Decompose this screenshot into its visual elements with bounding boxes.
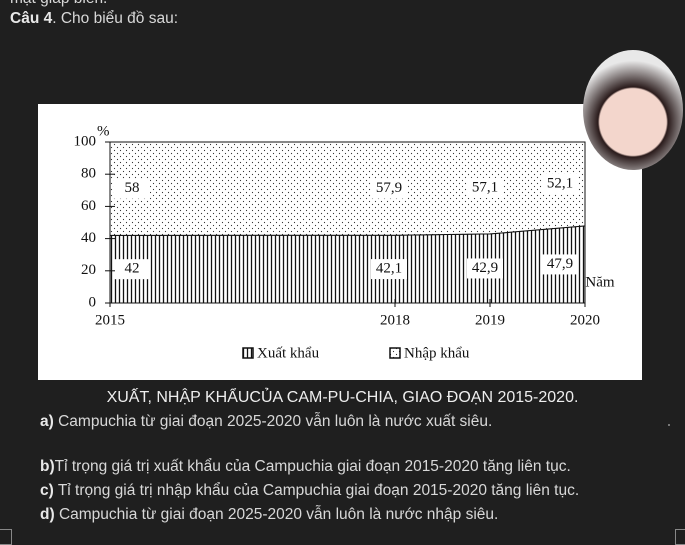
label-bg [371,259,407,280]
question-text: . Cho biểu đồ sau: [52,10,179,27]
y-tick-label: 80 [81,166,96,182]
option-letter: d) [40,506,55,523]
x-axis-label: Năm [585,274,614,290]
question: Câu 4. Cho biểu đồ sau: [10,10,178,28]
label-bg [114,178,150,199]
area [109,141,586,236]
value-label: 47,9 [547,256,573,272]
y-tick-label: 20 [81,262,96,278]
cut-text: mặt giáp biển. [10,0,107,8]
corner-box [675,529,685,545]
option: c) Tỉ trọng giá trị nhập khẩu của Campuc… [40,482,579,500]
y-tick-label: 100 [74,133,97,149]
legend-label: Xuất khẩu [257,345,320,361]
question-number: Câu 4 [10,10,53,27]
value-label: 58 [125,180,140,196]
y-axis-label: % [97,123,110,139]
x-tick-label: 2020 [570,312,600,328]
label-bg [542,254,578,275]
label-bg [467,177,503,198]
x-tick-label: 2019 [475,312,505,328]
value-label: 52,1 [547,175,573,191]
legend-swatch [242,347,254,359]
option-letter: a) [40,413,54,430]
value-label: 42,1 [376,261,402,277]
option-letter: c) [40,482,54,499]
value-label: 57,1 [472,179,498,195]
value-label: 57,9 [376,180,402,196]
x-tick-label: 2015 [95,312,125,328]
legend-swatch [389,347,401,359]
corner-box [0,529,12,545]
x-tick-label: 2018 [380,312,410,328]
label-bg [467,258,503,279]
y-tick-label: 40 [81,230,96,246]
chart: 42 42,1 42,9 47,9 58 57,9 57,1 52,1 0 20 40 60 80 100… [38,104,642,380]
option-letter: b) [40,458,55,475]
avatar [583,50,683,170]
label-bg [542,173,578,194]
value-label: 42,9 [472,260,498,276]
option-text: Tỉ trọng giá trị nhập khẩu của Campuchia… [53,482,580,499]
label-bg [371,178,407,199]
option: d) Campuchia từ giai đoạn 2025-2020 vẫn … [40,506,498,524]
value-label: 42 [125,261,140,277]
caption: XUẤT, NHẬP KHẨUCỦA CAM-PU-CHIA, GIAO ĐOẠ… [106,389,579,406]
option: b)Tỉ trọng giá trị xuất khẩu của Campuch… [40,458,571,476]
label-bg [114,259,150,280]
y-tick-label: 0 [89,294,97,310]
y-tick-label: 60 [81,198,96,214]
area [109,225,586,304]
legend-label: Nhập khẩu [404,345,470,361]
option: a) Campuchia từ giai đoạn 2025-2020 vẫn … [40,413,492,431]
option-text: Tỉ trọng giá trị xuất khẩu của Campuchia… [54,458,571,475]
dot [668,424,670,426]
option-text: Campuchia từ giai đoạn 2025-2020 vẫn luô… [54,506,499,523]
option-text: Campuchia từ giai đoạn 2025-2020 vẫn luô… [53,413,493,430]
